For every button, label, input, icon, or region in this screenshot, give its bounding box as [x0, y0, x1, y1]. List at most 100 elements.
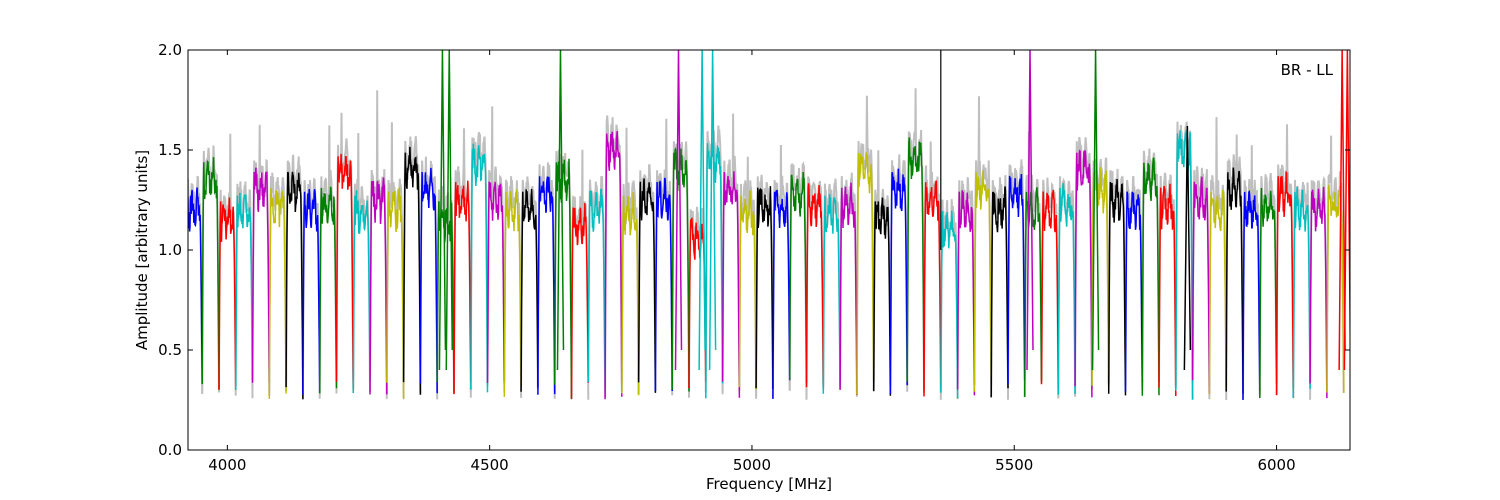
spike-trace — [556, 50, 565, 371]
channel-trace — [822, 194, 841, 394]
channel-trace — [285, 171, 304, 400]
channel-trace — [537, 176, 556, 395]
channel-trace — [251, 167, 271, 383]
channel-trace — [671, 147, 690, 392]
spike-trace — [1091, 50, 1100, 371]
channel-trace — [318, 186, 338, 394]
y-axis-label: Amplitude [arbitrary units] — [133, 150, 151, 350]
background-trace — [1242, 145, 1261, 400]
spike-trace — [438, 50, 447, 371]
channel-trace — [721, 171, 741, 398]
channel-trace — [1141, 157, 1160, 396]
channel-trace — [872, 197, 892, 396]
channel-trace — [268, 187, 287, 399]
x-tick-label: 4000 — [208, 456, 246, 474]
channel-trace — [1309, 186, 1328, 399]
channel-trace — [990, 186, 1009, 398]
channel-trace — [906, 137, 925, 393]
channel-trace — [503, 189, 522, 397]
channel-trace — [486, 181, 506, 393]
background-trace — [469, 131, 489, 398]
plot-area — [188, 50, 1350, 450]
channel-trace — [889, 168, 908, 394]
y-tick-label: 0.0 — [158, 441, 182, 459]
channel-trace — [654, 177, 673, 392]
channel-trace — [1023, 187, 1043, 397]
channel-trace — [755, 186, 774, 390]
data-traces — [188, 50, 1350, 401]
y-tick-label: 1.5 — [158, 141, 182, 159]
y-tick-label: 1.0 — [158, 241, 182, 259]
channel-trace — [1040, 189, 1060, 388]
spike-trace — [698, 50, 706, 371]
channel-trace — [956, 190, 976, 396]
spike-trace — [1026, 50, 1034, 371]
background-trace — [1225, 134, 1244, 401]
spike-trace — [1338, 50, 1346, 371]
channel-trace — [1158, 183, 1177, 397]
channel-trace — [335, 153, 355, 393]
channel-trace — [201, 157, 220, 389]
background-trace — [385, 122, 405, 399]
background-trace — [1158, 172, 1177, 386]
channel-trace — [1208, 189, 1227, 395]
background-trace — [486, 106, 506, 387]
channel-trace — [234, 192, 254, 391]
channel-trace — [923, 180, 942, 397]
channel-trace — [1124, 191, 1144, 392]
x-axis-label: Frequency [MHz] — [706, 475, 832, 493]
channel-trace — [940, 210, 959, 399]
background-trace — [285, 154, 304, 392]
channel-trace — [369, 177, 388, 395]
x-axis-ticks: 4000 4500 5000 5500 6000 — [208, 50, 1296, 474]
channel-trace — [1242, 190, 1261, 400]
channel-trace — [570, 202, 590, 399]
spike-trace — [1183, 125, 1192, 371]
channel-trace — [520, 188, 539, 392]
y-tick-label: 2.0 — [158, 41, 182, 59]
background-trace — [889, 154, 909, 386]
channel-trace — [805, 183, 825, 390]
y-tick-label: 0.5 — [158, 341, 182, 359]
channel-trace — [1292, 186, 1311, 398]
x-tick-label: 4500 — [471, 456, 509, 474]
channel-trace — [1259, 187, 1278, 399]
channel-trace — [218, 197, 237, 390]
baseline-annotation: BR - LL — [1281, 61, 1334, 79]
channel-trace — [772, 189, 791, 399]
background-trace — [301, 177, 321, 399]
channel-trace — [1007, 173, 1026, 385]
channel-trace — [688, 217, 707, 389]
x-tick-label: 5000 — [733, 456, 771, 474]
channel-trace — [302, 188, 321, 395]
channel-trace — [1107, 178, 1127, 396]
channel-trace — [1275, 171, 1295, 396]
background-trace — [721, 113, 741, 395]
background-trace — [822, 178, 842, 384]
channel-trace — [1225, 167, 1244, 394]
background-trace — [503, 176, 523, 398]
channel-trace — [402, 146, 422, 395]
background-trace — [1258, 172, 1278, 396]
channel-trace — [352, 190, 371, 394]
spike-trace — [445, 50, 454, 371]
channel-trace — [1175, 130, 1194, 400]
channel-trace — [587, 188, 606, 388]
channel-trace — [386, 187, 405, 400]
channel-trace — [453, 180, 472, 395]
channel-trace — [856, 152, 875, 395]
channel-trace — [637, 178, 657, 393]
background-trace — [1023, 131, 1043, 384]
channel-trace — [1074, 149, 1093, 398]
spike-trace — [708, 50, 717, 371]
background-trace — [1007, 159, 1026, 400]
channel-trace — [788, 171, 808, 383]
channel-trace — [621, 191, 640, 396]
x-tick-label: 5500 — [995, 456, 1033, 474]
channel-trace — [419, 167, 438, 394]
channel-trace — [1191, 176, 1211, 394]
spike-trace — [674, 50, 683, 371]
channel-trace — [973, 170, 992, 392]
channel-trace — [738, 190, 757, 390]
